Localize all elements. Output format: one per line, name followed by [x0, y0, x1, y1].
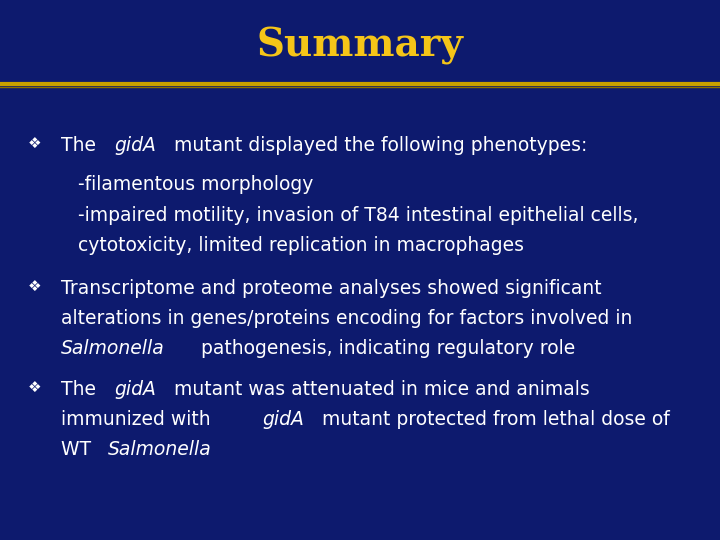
Text: gidA: gidA [114, 380, 156, 399]
Text: -filamentous morphology: -filamentous morphology [78, 175, 313, 194]
Text: gidA: gidA [114, 136, 156, 155]
Text: mutant displayed the following phenotypes:: mutant displayed the following phenotype… [168, 136, 588, 155]
Text: pathogenesis, indicating regulatory role: pathogenesis, indicating regulatory role [195, 339, 575, 357]
Text: Summary: Summary [256, 27, 464, 65]
Text: immunized with: immunized with [61, 410, 217, 429]
Text: The: The [61, 136, 102, 155]
Text: gidA: gidA [262, 410, 304, 429]
Text: Transcriptome and proteome analyses showed significant: Transcriptome and proteome analyses show… [61, 279, 602, 298]
Text: mutant was attenuated in mice and animals: mutant was attenuated in mice and animal… [168, 380, 590, 399]
Text: ❖: ❖ [27, 136, 41, 151]
Text: The: The [61, 380, 102, 399]
Text: -impaired motility, invasion of T84 intestinal epithelial cells,: -impaired motility, invasion of T84 inte… [78, 206, 638, 225]
Text: mutant protected from lethal dose of: mutant protected from lethal dose of [316, 410, 670, 429]
Text: WT: WT [61, 440, 97, 458]
Text: Salmonella: Salmonella [61, 339, 165, 357]
Text: cytotoxicity, limited replication in macrophages: cytotoxicity, limited replication in mac… [78, 236, 523, 255]
Text: alterations in genes/proteins encoding for factors involved in: alterations in genes/proteins encoding f… [61, 309, 633, 328]
Text: ❖: ❖ [27, 279, 41, 294]
Text: ❖: ❖ [27, 380, 41, 395]
Text: Salmonella: Salmonella [108, 440, 212, 458]
